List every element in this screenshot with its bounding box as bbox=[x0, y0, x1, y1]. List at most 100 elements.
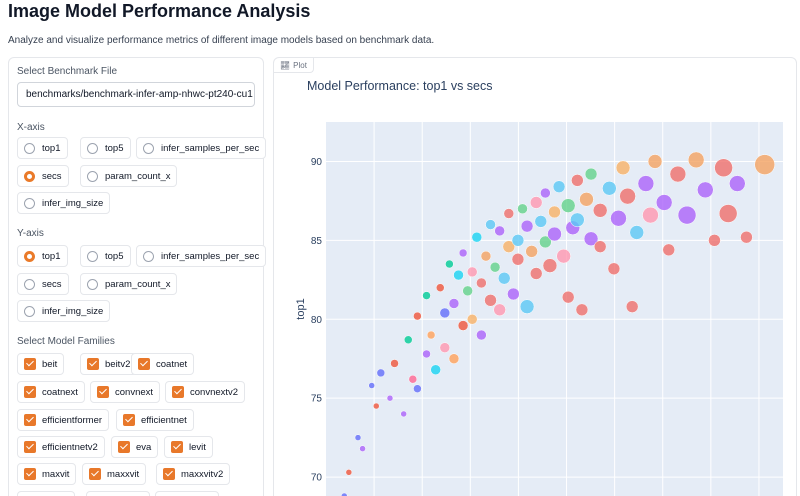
family-checkbox-coatnext[interactable]: coatnext bbox=[17, 381, 85, 403]
xaxis-option-infer-samples-per-sec[interactable]: infer_samples_per_sec bbox=[136, 137, 267, 159]
family-checkbox-efficientnet[interactable]: efficientnet bbox=[116, 409, 194, 431]
scatter-point[interactable] bbox=[583, 231, 599, 247]
yaxis-option-infer-img-size[interactable]: infer_img_size bbox=[17, 300, 111, 322]
scatter-point[interactable] bbox=[404, 335, 413, 345]
scatter-point[interactable] bbox=[529, 196, 543, 209]
scatter-point[interactable] bbox=[575, 303, 589, 317]
scatter-point[interactable] bbox=[439, 342, 451, 353]
scatter-chart[interactable]: 70 75 80 85 90 top1 bbox=[283, 100, 788, 496]
scatter-point[interactable] bbox=[547, 226, 562, 242]
yaxis-option-infer-samples-per-sec[interactable]: infer_samples_per_sec bbox=[136, 245, 267, 267]
scatter-point[interactable] bbox=[625, 300, 639, 313]
family-checkbox-efficientformer[interactable]: efficientformer bbox=[17, 409, 110, 431]
scatter-point[interactable] bbox=[503, 208, 515, 219]
scatter-point[interactable] bbox=[466, 314, 478, 325]
scatter-point[interactable] bbox=[507, 287, 520, 301]
scatter-point[interactable] bbox=[476, 277, 487, 289]
scatter-point[interactable] bbox=[400, 410, 407, 418]
scatter-point[interactable] bbox=[457, 320, 469, 331]
scatter-point[interactable] bbox=[647, 154, 663, 169]
scatter-point[interactable] bbox=[448, 353, 460, 364]
scatter-point[interactable] bbox=[729, 175, 746, 192]
scatter-point[interactable] bbox=[619, 187, 636, 205]
scatter-point[interactable] bbox=[602, 181, 617, 196]
scatter-point[interactable] bbox=[740, 230, 753, 244]
scatter-point[interactable] bbox=[354, 434, 362, 441]
scatter-point[interactable] bbox=[373, 402, 380, 410]
scatter-point[interactable] bbox=[610, 210, 627, 227]
family-checkbox-levit[interactable]: levit bbox=[164, 436, 213, 458]
scatter-point[interactable] bbox=[548, 205, 561, 219]
scatter-point[interactable] bbox=[471, 231, 483, 243]
scatter-point[interactable] bbox=[519, 299, 535, 314]
family-checkbox-beitv2[interactable]: beitv2 bbox=[80, 353, 138, 375]
scatter-point[interactable] bbox=[493, 303, 506, 317]
family-checkbox-partial[interactable] bbox=[86, 491, 150, 496]
xaxis-option-top1[interactable]: top1 bbox=[17, 137, 68, 159]
family-checkbox-maxvit[interactable]: maxvit bbox=[17, 463, 77, 485]
scatter-point[interactable] bbox=[359, 445, 366, 452]
scatter-point[interactable] bbox=[436, 283, 445, 292]
scatter-point[interactable] bbox=[529, 267, 543, 280]
scatter-point[interactable] bbox=[637, 175, 655, 192]
scatter-point[interactable] bbox=[511, 234, 525, 247]
scatter-point[interactable] bbox=[458, 248, 468, 258]
scatter-point[interactable] bbox=[560, 198, 576, 213]
scatter-point[interactable] bbox=[422, 291, 431, 300]
scatter-point[interactable] bbox=[511, 253, 525, 266]
scatter-point[interactable] bbox=[386, 394, 394, 402]
family-checkbox-coatnet[interactable]: coatnet bbox=[131, 353, 195, 375]
scatter-point[interactable] bbox=[466, 266, 478, 278]
family-checkbox-partial[interactable] bbox=[155, 491, 219, 496]
scatter-point[interactable] bbox=[615, 160, 631, 176]
scatter-point[interactable] bbox=[571, 174, 584, 187]
scatter-point[interactable] bbox=[669, 165, 687, 183]
scatter-point[interactable] bbox=[552, 180, 566, 193]
scatter-point[interactable] bbox=[517, 203, 528, 215]
xaxis-option-param-count-x[interactable]: param_count_x bbox=[80, 165, 178, 187]
family-checkbox-efficientnetv2[interactable]: efficientnetv2 bbox=[17, 436, 105, 458]
scatter-point[interactable] bbox=[714, 158, 733, 178]
scatter-point[interactable] bbox=[476, 329, 487, 341]
scatter-point[interactable] bbox=[430, 364, 441, 376]
scatter-point[interactable] bbox=[525, 245, 538, 258]
family-checkbox-maxxvit[interactable]: maxxvit bbox=[82, 463, 147, 485]
scatter-point[interactable] bbox=[480, 250, 492, 262]
scatter-point[interactable] bbox=[445, 259, 454, 269]
scatter-point[interactable] bbox=[520, 219, 534, 233]
yaxis-option-secs[interactable]: secs bbox=[17, 273, 69, 295]
scatter-point[interactable] bbox=[607, 262, 621, 276]
xaxis-option-secs[interactable]: secs bbox=[17, 165, 69, 187]
scatter-point[interactable] bbox=[462, 285, 473, 297]
scatter-point[interactable] bbox=[502, 240, 516, 253]
scatter-point[interactable] bbox=[642, 206, 659, 224]
scatter-point[interactable] bbox=[561, 290, 575, 304]
scatter-point[interactable] bbox=[539, 235, 552, 249]
scatter-point[interactable] bbox=[390, 359, 399, 368]
scatter-point[interactable] bbox=[534, 215, 548, 228]
scatter-point[interactable] bbox=[662, 243, 675, 257]
scatter-point[interactable] bbox=[579, 192, 594, 207]
scatter-point[interactable] bbox=[570, 212, 585, 228]
scatter-point[interactable] bbox=[708, 234, 721, 247]
family-checkbox-beit[interactable]: beit bbox=[17, 353, 65, 375]
scatter-point[interactable] bbox=[629, 225, 645, 240]
family-checkbox-partial[interactable] bbox=[17, 491, 75, 496]
scatter-point[interactable] bbox=[368, 382, 375, 389]
scatter-point[interactable] bbox=[489, 261, 501, 273]
scatter-point[interactable] bbox=[497, 271, 511, 285]
scatter-point[interactable] bbox=[592, 203, 608, 218]
scatter-point[interactable] bbox=[413, 311, 422, 321]
scatter-point[interactable] bbox=[485, 219, 496, 230]
scatter-point[interactable] bbox=[718, 204, 738, 223]
yaxis-option-top5[interactable]: top5 bbox=[80, 245, 131, 267]
family-checkbox-eva[interactable]: eva bbox=[111, 436, 159, 458]
scatter-point[interactable] bbox=[556, 248, 571, 264]
scatter-point[interactable] bbox=[448, 298, 460, 309]
scatter-point[interactable] bbox=[593, 240, 607, 253]
scatter-point[interactable] bbox=[426, 330, 436, 340]
scatter-point[interactable] bbox=[376, 368, 386, 378]
scatter-point[interactable] bbox=[754, 154, 775, 175]
yaxis-option-top1[interactable]: top1 bbox=[17, 245, 68, 267]
scatter-point[interactable] bbox=[697, 181, 714, 199]
